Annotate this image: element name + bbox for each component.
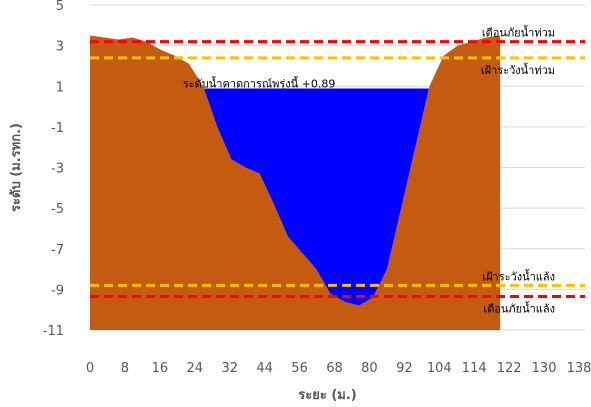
y-tick-label: -11 <box>43 324 64 339</box>
x-tick-label: 32 <box>221 361 238 376</box>
x-tick-label: 44 <box>256 361 273 376</box>
x-axis-title: ระยะ (ม.) <box>298 388 356 403</box>
y-tick-label: 5 <box>56 0 64 14</box>
x-tick-label: 130 <box>532 361 557 376</box>
x-tick-label: 122 <box>497 361 522 376</box>
water-area <box>203 88 429 306</box>
y-tick-label: -7 <box>51 243 64 258</box>
x-tick-label: 80 <box>361 361 378 376</box>
y-tick-label: -1 <box>51 121 64 136</box>
reference-line-label: เตือนภัยน้ำแล้ง <box>483 300 555 315</box>
reference-line-label: เฝ้าระวังน้ำแล้ง <box>482 268 555 283</box>
x-tick-label: 8 <box>121 361 129 376</box>
annotations: เตือนภัยน้ำท่วมเฝ้าระวังน้ำท่วมเฝ้าระวัง… <box>183 25 555 316</box>
reference-lines <box>90 40 585 298</box>
y-tick-label: -9 <box>51 283 64 298</box>
y-tick-label: -3 <box>51 162 64 177</box>
reference-line-label: เตือนภัยน้ำท่วม <box>482 25 555 40</box>
x-tick-label: 24 <box>187 361 204 376</box>
x-tick-label: 68 <box>326 361 343 376</box>
ground-area <box>90 35 501 330</box>
x-tick-label: 92 <box>396 361 413 376</box>
y-tick-label: 3 <box>56 40 64 55</box>
water-level-label: ระดับน้ำคาดการณ์พรุ่งนี้ +0.89 <box>183 75 336 90</box>
x-tick-label: 56 <box>291 361 308 376</box>
x-tick-label: 0 <box>86 361 94 376</box>
x-tick-label: 16 <box>152 361 169 376</box>
y-tick-label: 1 <box>56 80 64 95</box>
y-axis-ticks: 5 3 1 -1 -3 -5 -7 -9 -11 <box>43 0 64 339</box>
y-axis-title: ระดับ (ม.รทก.) <box>9 123 24 212</box>
x-tick-label: 138 <box>567 361 591 376</box>
x-axis-ticks: 0 8 16 24 32 44 56 68 80 92 104 114 122 130 138 <box>86 361 591 376</box>
reference-line-label: เฝ้าระวังน้ำท่วม <box>481 62 555 77</box>
x-tick-label: 104 <box>427 361 452 376</box>
x-tick-label: 114 <box>462 361 487 376</box>
y-tick-label: -5 <box>51 202 64 217</box>
